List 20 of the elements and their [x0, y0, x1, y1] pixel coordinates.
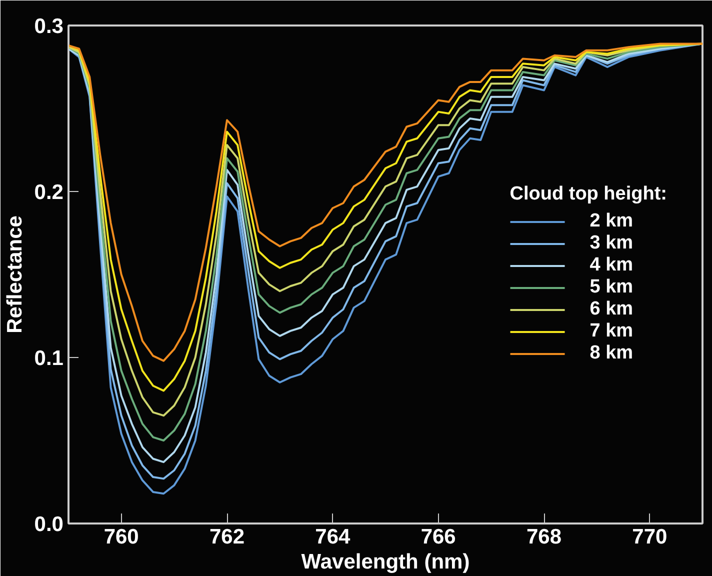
- legend-label: 4 km: [590, 254, 634, 276]
- y-tick-label: 0.3: [34, 15, 64, 38]
- y-axis-title: Reflectance: [3, 216, 26, 334]
- y-tick-label: 0.0: [34, 513, 64, 536]
- legend-label: 3 km: [590, 232, 634, 254]
- y-tick-label: 0.2: [34, 181, 64, 204]
- legend-label: 7 km: [590, 320, 634, 342]
- legend-label: 5 km: [590, 276, 634, 298]
- legend-title: Cloud top height:: [510, 184, 667, 206]
- x-tick-label: 762: [209, 526, 245, 548]
- x-tick-label: 764: [315, 526, 351, 548]
- x-tick-label: 770: [632, 526, 668, 548]
- x-tick-label: 760: [104, 526, 139, 548]
- y-tick-label: 0.1: [34, 347, 64, 370]
- x-tick-label: 768: [526, 526, 562, 548]
- x-axis-title: Wavelength (nm): [301, 550, 470, 574]
- legend-label: 2 km: [590, 210, 634, 232]
- legend-label: 6 km: [590, 298, 634, 320]
- legend-label: 8 km: [590, 342, 634, 364]
- x-tick-label: 766: [420, 526, 456, 548]
